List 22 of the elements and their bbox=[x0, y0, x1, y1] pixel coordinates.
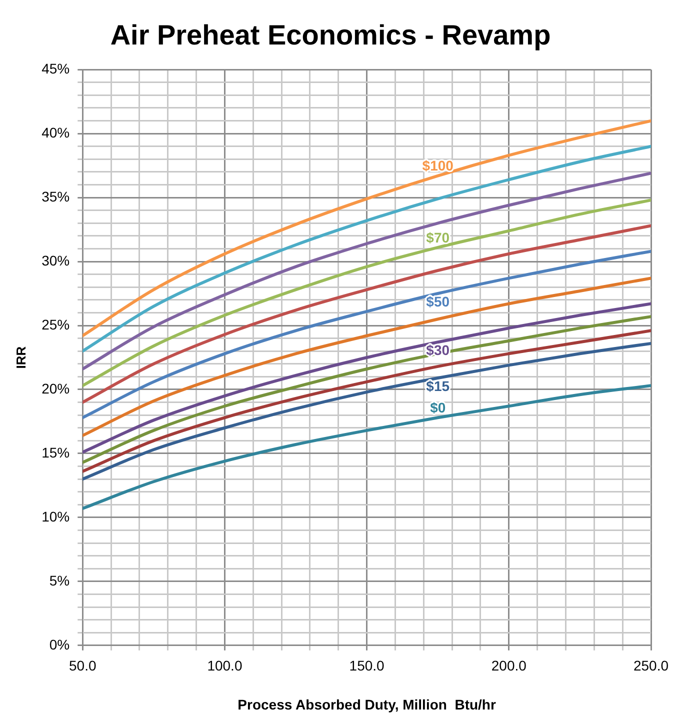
y-tick-label: 30% bbox=[42, 252, 70, 268]
y-tick-label: 20% bbox=[42, 380, 70, 396]
y-axis-title: IRR bbox=[13, 346, 28, 369]
chart-title: Air Preheat Economics - Revamp bbox=[110, 20, 551, 51]
series-label: $50 bbox=[426, 293, 450, 310]
y-tick-label: 40% bbox=[42, 124, 70, 140]
y-tick-label: 15% bbox=[42, 444, 70, 460]
series-label: $70 bbox=[426, 229, 450, 246]
y-tick-label: 25% bbox=[42, 316, 70, 332]
series-label: $100 bbox=[422, 158, 454, 174]
series-label: $0 bbox=[430, 400, 446, 416]
x-axis-title: Process Absorbed Duty, Million Btu/hr bbox=[238, 696, 496, 712]
x-tick-label: 50.0 bbox=[68, 658, 96, 674]
y-tick-label: 0% bbox=[49, 636, 70, 652]
x-tick-label: 100.0 bbox=[207, 658, 242, 674]
y-tick-label: 5% bbox=[49, 572, 70, 588]
y-tick-label: 35% bbox=[42, 188, 70, 204]
y-tick-label: 10% bbox=[42, 508, 70, 524]
y-tick-label: 45% bbox=[42, 60, 70, 76]
x-tick-label: 200.0 bbox=[491, 658, 527, 674]
x-tick-label: 150.0 bbox=[349, 658, 385, 674]
x-tick-label: 250.0 bbox=[633, 658, 669, 674]
